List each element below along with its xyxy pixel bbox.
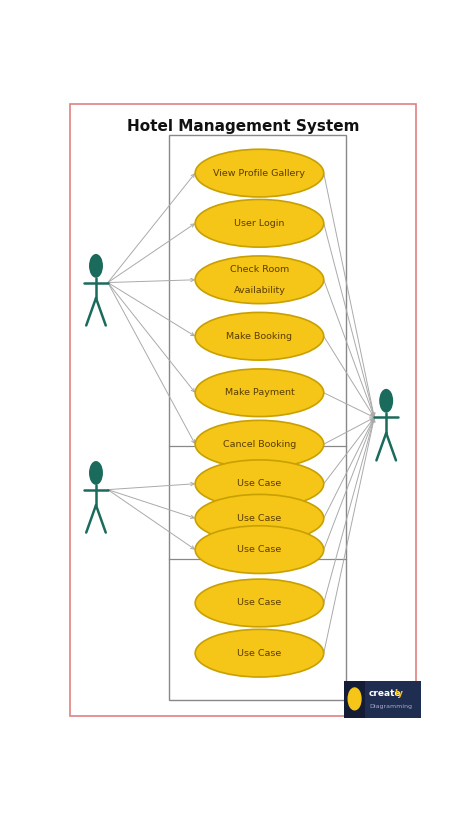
Ellipse shape [195, 149, 324, 197]
Text: Make Payment: Make Payment [225, 388, 294, 397]
Ellipse shape [195, 460, 324, 508]
Ellipse shape [195, 421, 324, 468]
Text: Use Case: Use Case [237, 545, 282, 554]
Ellipse shape [195, 312, 324, 360]
Circle shape [89, 461, 103, 485]
Text: Use Case: Use Case [237, 479, 282, 488]
Text: Use Case: Use Case [237, 598, 282, 607]
Text: Diagramming: Diagramming [369, 704, 412, 709]
Circle shape [379, 389, 393, 412]
FancyBboxPatch shape [70, 104, 416, 716]
Text: Use Case: Use Case [237, 513, 282, 522]
Text: Use Case: Use Case [237, 649, 282, 658]
Text: Check Room: Check Room [230, 265, 289, 274]
Ellipse shape [195, 526, 324, 574]
Circle shape [89, 254, 103, 278]
Text: Cancel Booking: Cancel Booking [223, 440, 296, 449]
Text: User Login: User Login [234, 218, 285, 228]
Text: ly: ly [394, 689, 403, 698]
Ellipse shape [195, 629, 324, 677]
Ellipse shape [195, 495, 324, 542]
Ellipse shape [195, 200, 324, 247]
Ellipse shape [195, 369, 324, 416]
Text: Availability: Availability [234, 286, 285, 295]
FancyBboxPatch shape [169, 135, 346, 700]
Text: View Profile Gallery: View Profile Gallery [213, 169, 305, 178]
Text: Make Booking: Make Booking [227, 332, 292, 341]
Text: Hotel Management System: Hotel Management System [127, 118, 359, 134]
Text: create: create [369, 689, 401, 698]
FancyBboxPatch shape [344, 681, 365, 718]
FancyBboxPatch shape [344, 681, 421, 718]
Ellipse shape [195, 579, 324, 627]
Circle shape [348, 688, 361, 710]
Ellipse shape [195, 256, 324, 304]
